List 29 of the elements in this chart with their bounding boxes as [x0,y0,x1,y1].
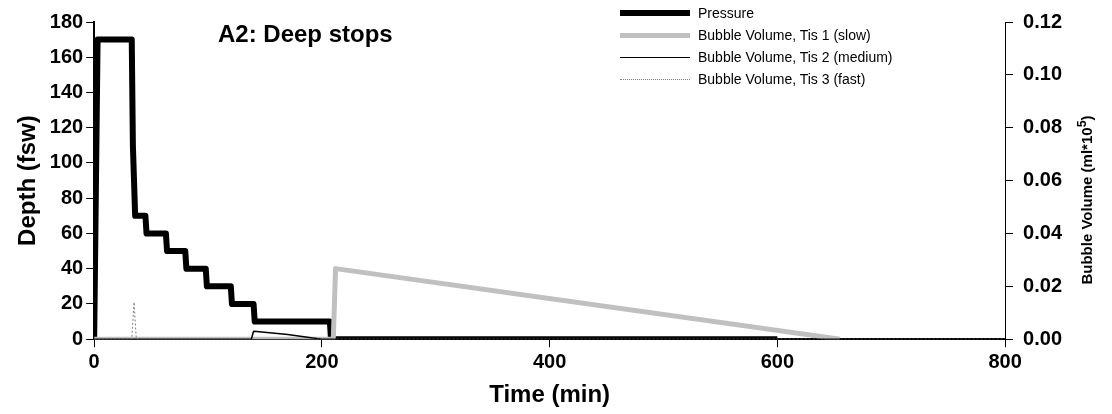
y-tick-label: 140 [49,80,84,102]
y2-tick-label: 0.10 [1023,62,1063,85]
y2-tick-label: 0.12 [1023,9,1063,32]
y-axis-title: Depth (fsw) [13,115,41,246]
x-tick-label: 200 [305,349,339,372]
y-tick-label: 100 [49,150,84,173]
chart-title: A2: Deep stops [218,20,393,48]
x-tick-label: 600 [760,349,795,372]
y-tick-label: 180 [49,9,84,32]
y-tick-label: 40 [60,256,84,279]
y2-tick-label: 0.06 [1023,168,1063,191]
y-tick-label: 80 [60,185,84,208]
x-tick-label: 400 [532,349,567,372]
y-tick-label: 20 [60,291,84,314]
x-axis-title: Time (min) [489,380,611,408]
y2-tick-label: 0.02 [1023,273,1063,296]
y-tick-label: 0 [72,326,84,349]
legend-label: Pressure [698,5,755,21]
y2-tick-label: 0.04 [1023,220,1063,243]
legend-label: Bubble Volume, Tis 2 (medium) [698,49,893,65]
y2-tick-label: 0.08 [1023,115,1063,138]
legend-label: Bubble Volume, Tis 3 (fast) [698,71,866,87]
x-tick-label: 0 [88,349,100,372]
legend-label: Bubble Volume, Tis 1 (slow) [698,27,871,43]
y2-tick-label: 0.00 [1023,326,1063,349]
y-tick-label: 60 [60,220,84,243]
y-tick-label: 120 [49,115,84,138]
x-tick-label: 800 [988,349,1022,372]
y-tick-label: 160 [49,44,84,67]
